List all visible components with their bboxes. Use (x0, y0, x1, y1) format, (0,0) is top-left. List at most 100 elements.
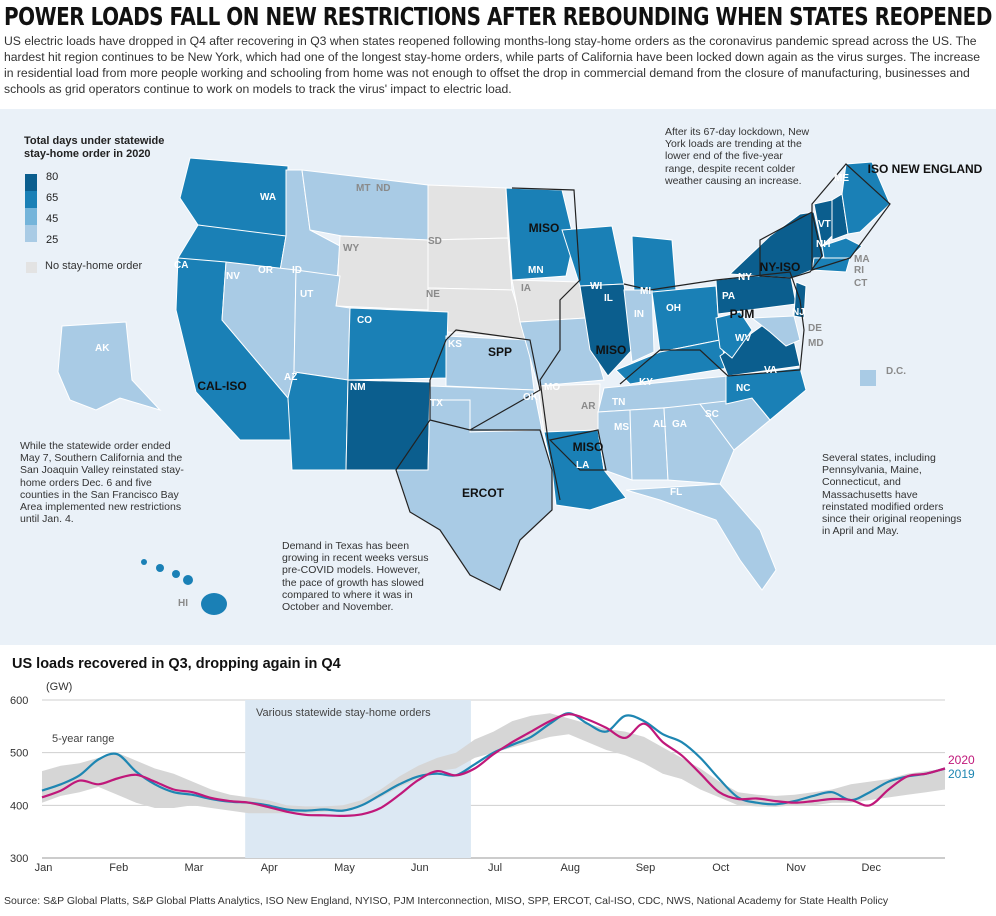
state-label: WY (343, 243, 359, 254)
range-label: 5-year range (52, 733, 114, 745)
state-fl (625, 483, 777, 591)
legend-color-bar (25, 174, 37, 242)
state-az (287, 371, 349, 471)
state-label: D.C. (886, 366, 906, 377)
region-label-nyiso: NY-ISO (760, 260, 801, 274)
stay-home-band (245, 700, 471, 858)
legend-no-order-swatch (26, 262, 37, 273)
state-label: IA (521, 283, 531, 294)
state-nd (427, 184, 509, 241)
state-label: NC (736, 383, 750, 394)
region-label-ercot: ERCOT (462, 486, 505, 500)
state-label: RI (854, 265, 864, 276)
state-label: GA (672, 419, 687, 430)
region-label-caliso: CAL-ISO (197, 379, 246, 393)
annotation-new-york: After its 67-day lockdown, New York load… (665, 126, 810, 187)
state-label: PA (722, 291, 735, 302)
dc-marker (860, 370, 876, 386)
x-tick-label: Apr (261, 862, 278, 874)
state-label: MS (614, 422, 629, 433)
region-label-miso: MISO (529, 221, 560, 235)
legend-2020: 2020 (948, 753, 975, 767)
legend-tick-65: 65 (46, 192, 59, 204)
state-label: NE (426, 289, 440, 300)
state-mt (301, 169, 429, 241)
legend-tick-80: 80 (46, 171, 59, 183)
state-label: NH (816, 239, 830, 250)
state-label: ND (376, 183, 390, 194)
state-label: NV (226, 271, 240, 282)
state-label: NY (738, 272, 752, 283)
y-tick-label: 500 (10, 748, 28, 760)
legend-tick-45: 45 (46, 213, 59, 225)
state-label: FL (670, 487, 682, 498)
state-label: MI (640, 286, 651, 297)
state-label: AR (581, 401, 596, 412)
x-tick-label: Mar (185, 862, 204, 874)
deck-text: US electric loads have dropped in Q4 aft… (4, 34, 981, 96)
x-tick-label: Aug (560, 862, 580, 874)
region-label-miso-south: MISO (596, 343, 627, 357)
five-year-range-area (42, 713, 945, 814)
y-tick-label: 300 (10, 853, 28, 865)
state-label: OH (666, 303, 681, 314)
series-2020-line (41, 713, 946, 818)
state-mo (519, 317, 605, 387)
state-label: AK (95, 343, 110, 354)
state-label: NJ (792, 307, 805, 318)
legend-title: Total days under statewide stay-home ord… (24, 135, 165, 160)
legend-2019: 2019 (948, 767, 975, 781)
state-labels: WA OR ID MT ND SD WY NE CA NV UT CO AZ N… (95, 173, 906, 609)
x-tick-label: Jan (35, 862, 53, 874)
annotation-texas: Demand in Texas has been growing in rece… (282, 540, 429, 614)
state-ga (663, 403, 735, 485)
state-label: SD (428, 236, 442, 247)
state-ms (597, 409, 633, 481)
state-wv (715, 311, 753, 359)
state-label: MO (544, 382, 560, 393)
legend-no-order-label: No stay-home order (45, 260, 143, 272)
state-de-md (750, 315, 801, 347)
state-label: MA (854, 254, 870, 265)
state-label: NM (350, 382, 366, 393)
us-map: MISO SPP ERCOT CAL-ISO PJM NY-ISO ISO NE… (57, 157, 983, 615)
source-note: Source: S&P Global Platts, S&P Global Pl… (4, 895, 889, 907)
x-tick-label: Dec (861, 862, 881, 874)
state-hi (141, 559, 227, 615)
x-tick-label: Sep (636, 862, 656, 874)
state-label: AZ (284, 372, 297, 383)
chart-title: US loads recovered in Q3, dropping again… (12, 656, 341, 672)
state-il (579, 283, 633, 377)
state-label: OK (523, 392, 539, 403)
state-label: KS (448, 339, 462, 350)
band-label: Various statewide stay-home orders (256, 707, 431, 719)
x-tick-label: Feb (109, 862, 128, 874)
headline: POWER LOADS FALL ON NEW RESTRICTIONS AFT… (4, 2, 992, 31)
series-2019-line (41, 712, 946, 812)
state-label: CO (357, 315, 372, 326)
state-label: ID (292, 265, 302, 276)
annotation-california: While the statewide order ended May 7, S… (20, 440, 184, 526)
region-label-iso-ne: ISO NEW ENGLAND (868, 162, 983, 176)
x-tick-label: Jun (411, 862, 429, 874)
state-label: IN (634, 309, 644, 320)
state-label: WV (735, 333, 751, 344)
state-label: MD (808, 338, 824, 349)
region-label-pjm: PJM (730, 307, 755, 321)
state-label: KY (639, 377, 653, 388)
x-tick-label: May (334, 862, 355, 874)
state-label: CA (174, 260, 188, 271)
state-label: DE (808, 323, 822, 334)
state-label: SC (705, 409, 719, 420)
state-label: WI (590, 281, 602, 292)
state-label: TN (612, 397, 625, 408)
iso-boundaries (395, 163, 891, 591)
y-tick-label: 600 (10, 695, 28, 707)
annotation-reopened-states: Several states, including Pennsylvania, … (822, 452, 962, 538)
state-label: MN (528, 265, 544, 276)
load-line-chart: 300 400 500 600 Jan Feb Mar Apr May Jun Jul Aug Sep… (10, 681, 975, 874)
state-label: VT (818, 219, 831, 230)
region-label-spp: SPP (488, 345, 512, 359)
state-label: WA (260, 192, 276, 203)
state-label: IL (604, 293, 613, 304)
